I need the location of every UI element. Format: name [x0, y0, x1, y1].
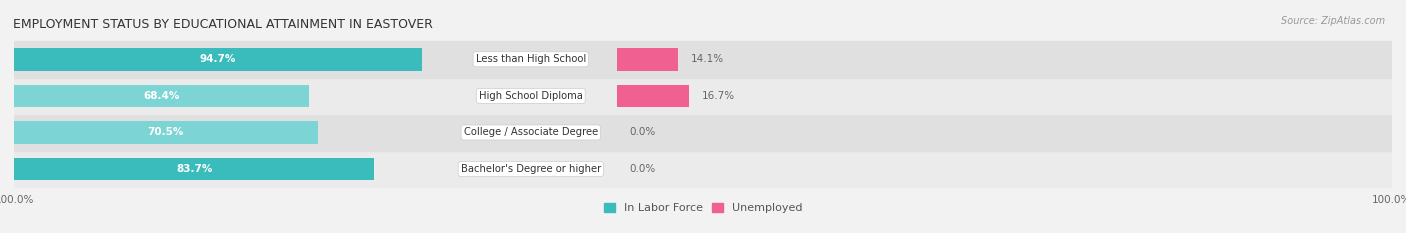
Text: 70.5%: 70.5% — [148, 127, 184, 137]
Bar — [617, 85, 689, 107]
Text: 94.7%: 94.7% — [200, 54, 236, 64]
Bar — [14, 48, 422, 71]
Bar — [14, 158, 374, 180]
Text: Bachelor's Degree or higher: Bachelor's Degree or higher — [461, 164, 600, 174]
Bar — [14, 114, 1392, 151]
Text: 0.0%: 0.0% — [630, 164, 657, 174]
Bar — [617, 48, 678, 71]
Text: Source: ZipAtlas.com: Source: ZipAtlas.com — [1281, 16, 1385, 26]
Text: High School Diploma: High School Diploma — [479, 91, 582, 101]
Bar — [14, 85, 308, 107]
Legend: In Labor Force, Unemployed: In Labor Force, Unemployed — [603, 203, 803, 213]
Bar — [14, 41, 1392, 78]
Text: Less than High School: Less than High School — [475, 54, 586, 64]
Text: College / Associate Degree: College / Associate Degree — [464, 127, 598, 137]
Text: 83.7%: 83.7% — [176, 164, 212, 174]
Bar — [14, 151, 1392, 187]
Text: EMPLOYMENT STATUS BY EDUCATIONAL ATTAINMENT IN EASTOVER: EMPLOYMENT STATUS BY EDUCATIONAL ATTAINM… — [13, 17, 433, 31]
Text: 0.0%: 0.0% — [630, 127, 657, 137]
Bar — [14, 78, 1392, 114]
Bar — [14, 121, 318, 144]
Text: 68.4%: 68.4% — [143, 91, 180, 101]
Text: 14.1%: 14.1% — [690, 54, 724, 64]
Text: 16.7%: 16.7% — [702, 91, 735, 101]
